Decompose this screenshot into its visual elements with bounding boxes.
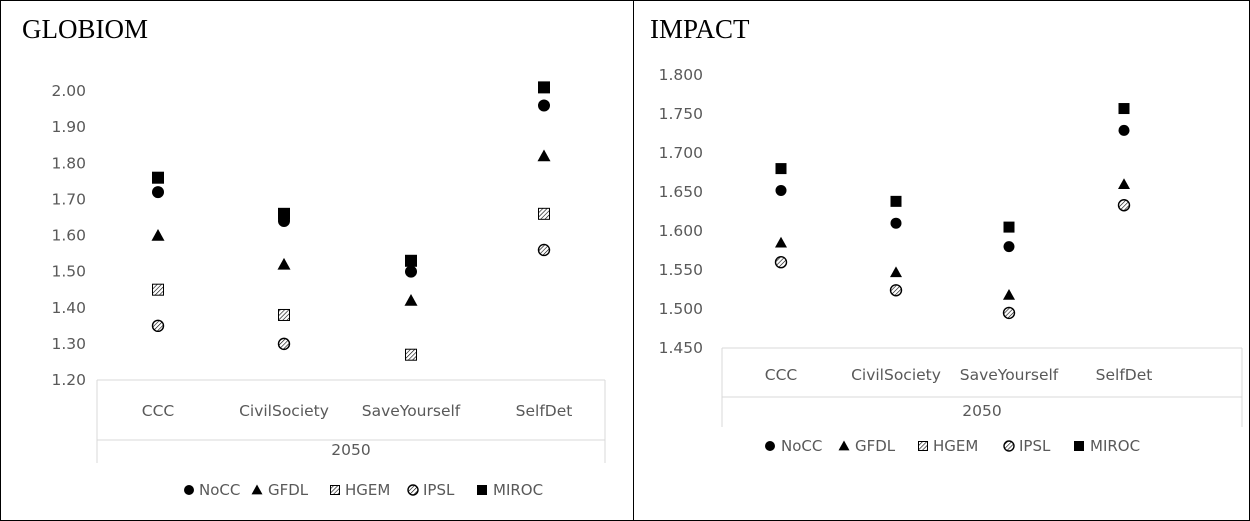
impact-series-gfdl xyxy=(775,178,1130,300)
globiom-category-label: SelfDet xyxy=(516,402,573,420)
globiom-series-nocc xyxy=(152,99,550,278)
globiom-point-nocc xyxy=(405,265,417,278)
impact-group-label: 2050 xyxy=(962,402,1001,420)
impact-legend-marker-gfdl xyxy=(838,440,850,451)
impact-ytick-label: 1.600 xyxy=(659,222,703,240)
impact-point-miroc xyxy=(1118,103,1130,115)
globiom-point-gfdl xyxy=(404,294,418,306)
globiom-series-hgem xyxy=(152,207,550,361)
globiom-point-miroc xyxy=(278,207,290,220)
globiom-legend-label: NoCC xyxy=(199,481,240,499)
globiom-legend-marker-ipsl xyxy=(407,484,419,496)
globiom-series-gfdl xyxy=(151,149,551,306)
impact-category-label: CivilSociety xyxy=(851,366,941,384)
impact-ytick-label: 1.700 xyxy=(659,144,703,162)
globiom-point-ipsl xyxy=(537,243,551,257)
globiom-point-gfdl xyxy=(277,257,291,270)
impact-ytick-label: 1.500 xyxy=(659,300,703,318)
impact-title: IMPACT xyxy=(650,14,750,44)
impact-legend-label: NoCC xyxy=(781,437,822,455)
globiom-series-miroc xyxy=(152,81,550,267)
impact-point-miroc xyxy=(890,195,902,207)
globiom-legend-label: MIROC xyxy=(493,481,543,499)
globiom-point-gfdl xyxy=(537,149,551,162)
impact-ytick-label: 1.450 xyxy=(659,339,703,357)
globiom-point-ipsl xyxy=(277,337,291,351)
globiom-category-label: CivilSociety xyxy=(239,402,329,420)
globiom-series-ipsl xyxy=(151,243,551,351)
globiom-ytick-label: 2.00 xyxy=(51,82,86,100)
globiom-legend-marker-gfdl xyxy=(251,484,263,495)
impact-legend-marker-ipsl xyxy=(1003,440,1015,452)
globiom-ytick-label: 1.90 xyxy=(51,118,86,136)
impact-category-label: CCC xyxy=(765,366,797,384)
impact-point-gfdl xyxy=(775,236,787,248)
impact-ytick-label: 1.650 xyxy=(659,183,703,201)
impact-point-nocc xyxy=(890,217,902,229)
globiom-legend-marker-hgem xyxy=(330,485,340,495)
impact-ytick-label: 1.750 xyxy=(659,105,703,123)
impact-series-nocc xyxy=(775,124,1130,253)
impact-point-gfdl xyxy=(890,266,902,278)
impact-ytick-label: 1.550 xyxy=(659,261,703,279)
globiom-point-miroc xyxy=(152,171,164,184)
impact-chart: 1.450 1.500 1.550 1.600 1.650 1.700 1.750 1.800… xyxy=(659,66,1243,455)
globiom-point-miroc xyxy=(405,254,417,267)
globiom-ytick-label: 1.30 xyxy=(51,335,86,353)
impact-ytick-label: 1.800 xyxy=(659,66,703,84)
globiom-point-hgem xyxy=(405,348,417,361)
globiom-legend-label: IPSL xyxy=(423,481,455,499)
globiom-point-hgem xyxy=(152,283,164,296)
globiom-legend-label: GFDL xyxy=(268,481,309,499)
globiom-ytick-label: 1.20 xyxy=(51,371,86,389)
globiom-ytick-label: 1.70 xyxy=(51,190,86,208)
impact-legend-label: IPSL xyxy=(1019,437,1051,455)
globiom-ytick-label: 1.50 xyxy=(51,263,86,281)
impact-legend-label: GFDL xyxy=(855,437,896,455)
globiom-ytick-label: 1.80 xyxy=(51,154,86,172)
globiom-point-hgem xyxy=(538,207,550,220)
globiom-point-ipsl xyxy=(151,319,165,333)
globiom-category-label: CCC xyxy=(142,402,174,420)
panel-divider xyxy=(633,0,634,521)
impact-legend-marker-miroc xyxy=(1074,441,1084,451)
impact-category-label: SaveYourself xyxy=(960,366,1059,384)
impact-point-nocc xyxy=(1118,124,1130,136)
globiom-chart: 1.20 1.30 1.40 1.50 1.60 1.70 1.80 1.90 2.00 CCC C… xyxy=(51,81,606,499)
globiom-point-hgem xyxy=(278,308,290,321)
globiom-legend-label: HGEM xyxy=(345,481,390,499)
globiom-legend-marker-miroc xyxy=(477,485,487,495)
impact-point-miroc xyxy=(775,163,787,175)
impact-legend-label: HGEM xyxy=(933,437,978,455)
impact-point-nocc xyxy=(775,184,787,196)
globiom-point-nocc xyxy=(152,186,164,199)
globiom-ytick-label: 1.40 xyxy=(51,299,86,317)
impact-point-ipsl xyxy=(889,284,903,297)
globiom-category-label: SaveYourself xyxy=(362,402,461,420)
impact-legend-marker-nocc xyxy=(765,441,775,451)
impact-point-ipsl xyxy=(1117,199,1131,212)
globiom-group-label: 2050 xyxy=(331,441,370,459)
impact-legend-marker-hgem xyxy=(918,441,928,451)
impact-legend-label: MIROC xyxy=(1090,437,1140,455)
impact-point-ipsl xyxy=(1002,306,1016,320)
impact-point-nocc xyxy=(1003,241,1015,253)
impact-point-gfdl xyxy=(1118,178,1130,189)
impact-series-ipsl xyxy=(774,199,1131,320)
globiom-point-nocc xyxy=(538,99,550,112)
impact-category-label: SelfDet xyxy=(1096,366,1153,384)
impact-series-miroc xyxy=(775,103,1130,233)
impact-point-gfdl xyxy=(1003,288,1015,300)
globiom-point-gfdl xyxy=(151,229,165,241)
impact-point-miroc xyxy=(1003,221,1015,233)
impact-point-ipsl xyxy=(774,256,788,269)
globiom-ytick-label: 1.60 xyxy=(51,227,86,245)
globiom-title: GLOBIOM xyxy=(22,14,148,44)
globiom-legend-marker-nocc xyxy=(184,485,194,495)
globiom-point-miroc xyxy=(538,81,550,94)
